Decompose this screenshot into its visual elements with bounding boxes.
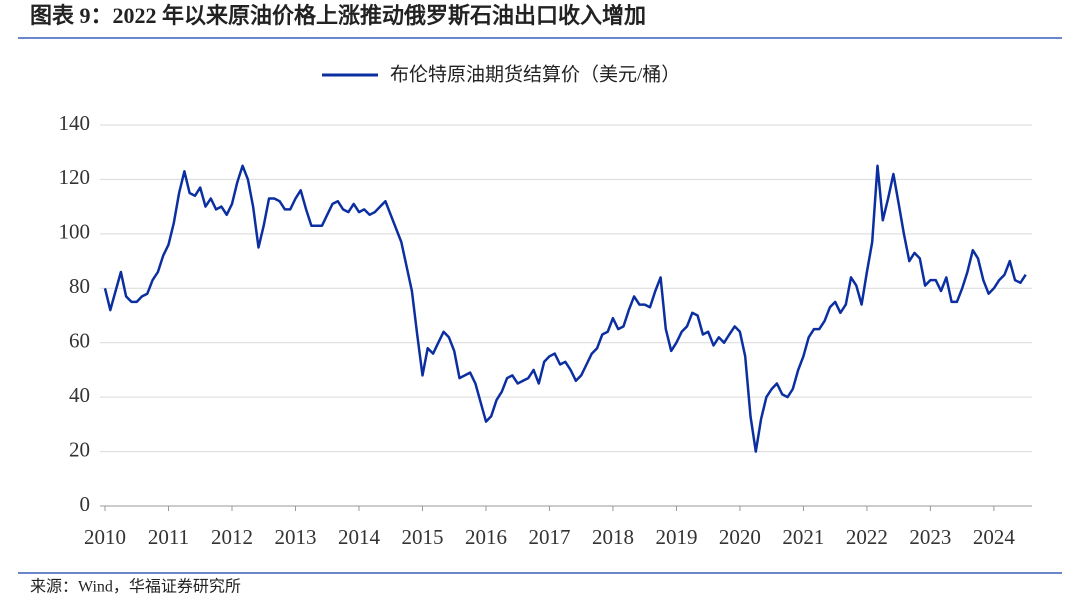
x-tick-label: 2023 (909, 525, 951, 549)
x-tick-label: 2017 (528, 525, 570, 549)
x-tick-label: 2020 (719, 525, 761, 549)
y-tick-label: 100 (59, 220, 91, 244)
x-tick-label: 2010 (84, 525, 126, 549)
x-tick-label: 2018 (592, 525, 634, 549)
x-tick-label: 2024 (973, 525, 1016, 549)
y-tick-label: 0 (80, 492, 91, 516)
x-tick-label: 2011 (148, 525, 189, 549)
source: 来源：Wind，华福证券研究所 (30, 578, 241, 596)
x-tick-label: 2021 (782, 525, 824, 549)
series-line (103, 164, 1027, 453)
x-tick-label: 2015 (401, 525, 443, 549)
x-tick-label: 2012 (211, 525, 253, 549)
y-tick-label: 80 (69, 274, 90, 298)
x-tick-label: 2014 (338, 525, 381, 549)
legend-label: 布伦特原油期货结算价（美元/桶） (390, 63, 680, 85)
y-tick-label: 120 (59, 165, 91, 189)
y-tick-label: 40 (69, 383, 90, 407)
x-tick-label: 2016 (465, 525, 507, 549)
y-tick-label: 140 (59, 111, 91, 135)
x-tick-label: 2022 (846, 525, 888, 549)
figure-title: 图表 9：2022 年以来原油价格上涨推动俄罗斯石油出口收入增加 (30, 3, 646, 28)
y-tick-label: 20 (69, 437, 90, 461)
x-tick-label: 2013 (274, 525, 316, 549)
y-tick-label: 60 (69, 329, 90, 353)
x-tick-label: 2019 (655, 525, 697, 549)
